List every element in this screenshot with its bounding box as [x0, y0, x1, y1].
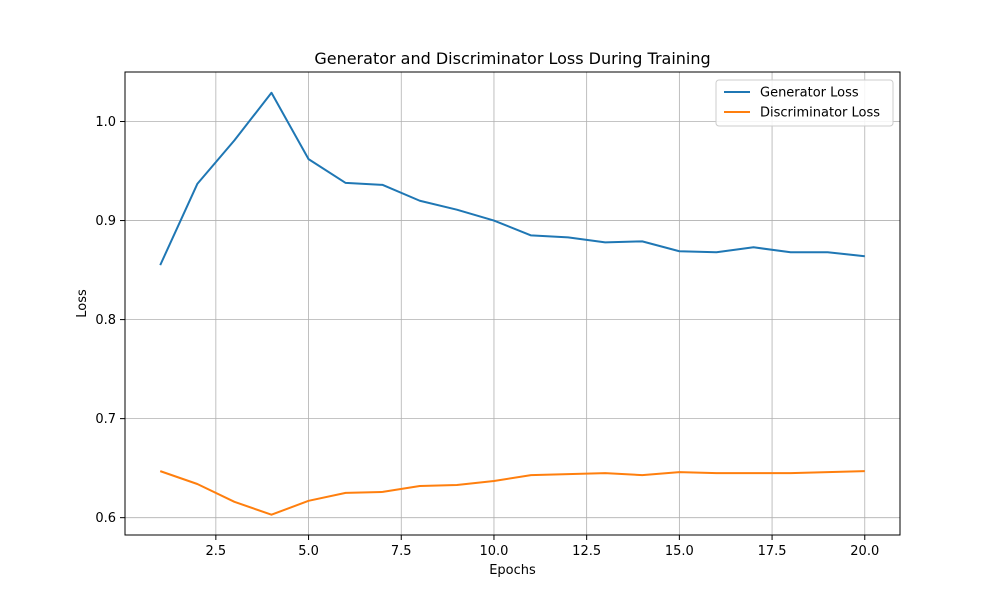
- plot-frame: [124, 71, 901, 536]
- axis-ticks: 2.5 5.0 7.5 10.0 12.5 15.0 17.5 20.0 0.6 0.7 0.8 0.…: [95, 115, 879, 559]
- generator-loss-line: [159, 91, 865, 266]
- legend: Generator Loss Discriminator Loss: [715, 79, 894, 127]
- y-tick-label: 0.7: [95, 412, 116, 427]
- series-layer: [159, 91, 865, 516]
- x-tick-label: 17.5: [758, 544, 787, 559]
- x-tick-label: 12.5: [572, 544, 601, 559]
- x-tick-label: 20.0: [850, 544, 879, 559]
- y-axis-label: Loss: [75, 289, 90, 318]
- legend-box: [715, 79, 894, 127]
- y-tick-label: 1.0: [95, 115, 116, 130]
- x-tick-label: 10.0: [479, 544, 508, 559]
- x-tick-label: 7.5: [391, 544, 412, 559]
- grid-lines: [125, 72, 900, 535]
- y-tick-label: 0.9: [95, 214, 116, 229]
- x-tick-label: 5.0: [298, 544, 319, 559]
- y-tick-label: 0.6: [95, 511, 116, 526]
- discriminator-loss-line: [159, 470, 865, 516]
- y-tick-label: 0.8: [95, 313, 116, 328]
- legend-label: Generator Loss: [760, 86, 859, 101]
- x-axis-label: Epochs: [489, 563, 536, 578]
- legend-label: Discriminator Loss: [760, 106, 880, 121]
- x-tick-label: 15.0: [665, 544, 694, 559]
- x-tick-label: 2.5: [206, 544, 227, 559]
- chart-title: Generator and Discriminator Loss During …: [314, 49, 710, 68]
